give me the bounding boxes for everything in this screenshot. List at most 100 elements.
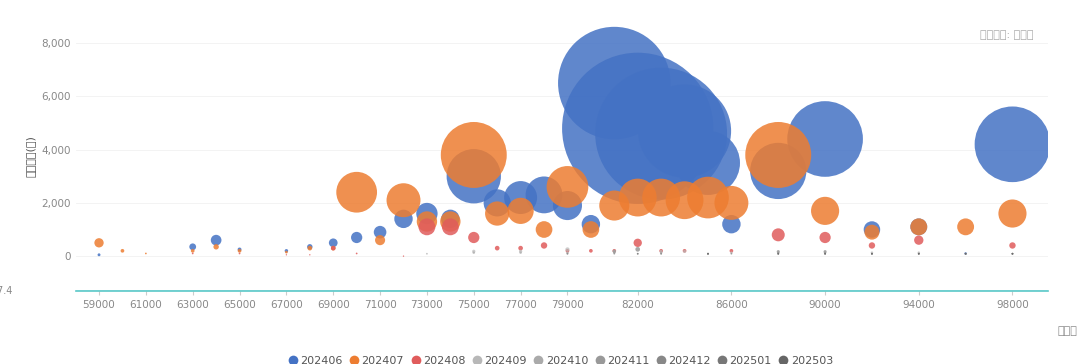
Point [606,248,623,254]
Point [957,251,974,257]
Point [348,250,365,256]
Point [629,251,646,257]
Point [1003,251,1021,257]
Point [629,251,646,257]
Point [536,227,553,233]
Point [652,251,670,257]
Point [816,251,834,257]
Point [863,251,880,257]
Point [91,240,108,246]
Point [606,248,623,254]
Point [816,251,834,257]
Point [910,224,928,230]
Point [723,250,740,256]
Point [395,253,413,259]
Point [700,251,717,257]
Point [957,251,974,257]
Point [770,250,787,256]
Point [442,219,459,225]
Point [606,248,623,254]
Point [816,251,834,257]
Point [558,251,576,257]
Point [582,221,599,227]
Point [676,248,693,254]
Point [558,203,576,209]
Point [1003,251,1021,257]
Point [652,251,670,257]
Point [816,250,834,256]
Point [395,197,413,203]
Point [348,189,365,195]
Point [770,251,787,257]
Point [512,245,529,251]
Point [863,251,880,257]
Point [372,237,389,243]
Point [816,249,834,254]
Point [512,195,529,201]
Point [536,192,553,198]
Point [113,248,131,254]
X-axis label: 行权价: 行权价 [1057,326,1077,336]
Point [278,248,295,254]
Point [184,244,201,250]
Point [1003,251,1021,257]
Point [512,208,529,214]
Point [910,251,928,257]
Point [652,248,670,254]
Point [488,211,505,217]
Point [207,237,225,243]
Point [512,248,529,254]
Point [1003,251,1021,257]
Point [863,229,880,235]
Point [442,216,459,222]
Point [465,248,483,254]
Point [770,249,787,254]
Point [1003,242,1021,248]
Point [1003,211,1021,217]
Point [137,250,154,256]
Point [558,251,576,257]
Point [770,152,787,158]
Point [723,248,740,254]
Point [700,251,717,257]
Point [957,251,974,257]
Point [418,251,435,257]
Point [957,251,974,257]
Point [723,251,740,257]
Point [910,224,928,230]
Point [910,251,928,257]
Point [207,244,225,250]
Point [325,245,342,251]
Point [465,173,483,179]
Point [512,250,529,256]
Point [652,250,670,256]
Point [957,251,974,257]
Point [700,160,717,166]
Point [863,227,880,233]
Point [1003,141,1021,147]
Point [348,234,365,240]
Text: -1,317.4: -1,317.4 [0,286,13,296]
Point [231,248,248,254]
Point [231,246,248,252]
Point [770,251,787,257]
Point [278,249,295,255]
Point [442,224,459,230]
Point [301,245,319,251]
Point [184,248,201,254]
Point [723,221,740,227]
Point [91,252,108,258]
Point [418,219,435,225]
Text: 气泡大小: 成交量: 气泡大小: 成交量 [980,30,1032,40]
Point [770,168,787,174]
Point [863,251,880,257]
Point [770,232,787,238]
Point [278,252,295,258]
Point [700,251,717,257]
Point [536,242,553,248]
Point [770,251,787,257]
Point [700,195,717,201]
Point [652,248,670,254]
Point [770,251,787,257]
Point [676,197,693,203]
